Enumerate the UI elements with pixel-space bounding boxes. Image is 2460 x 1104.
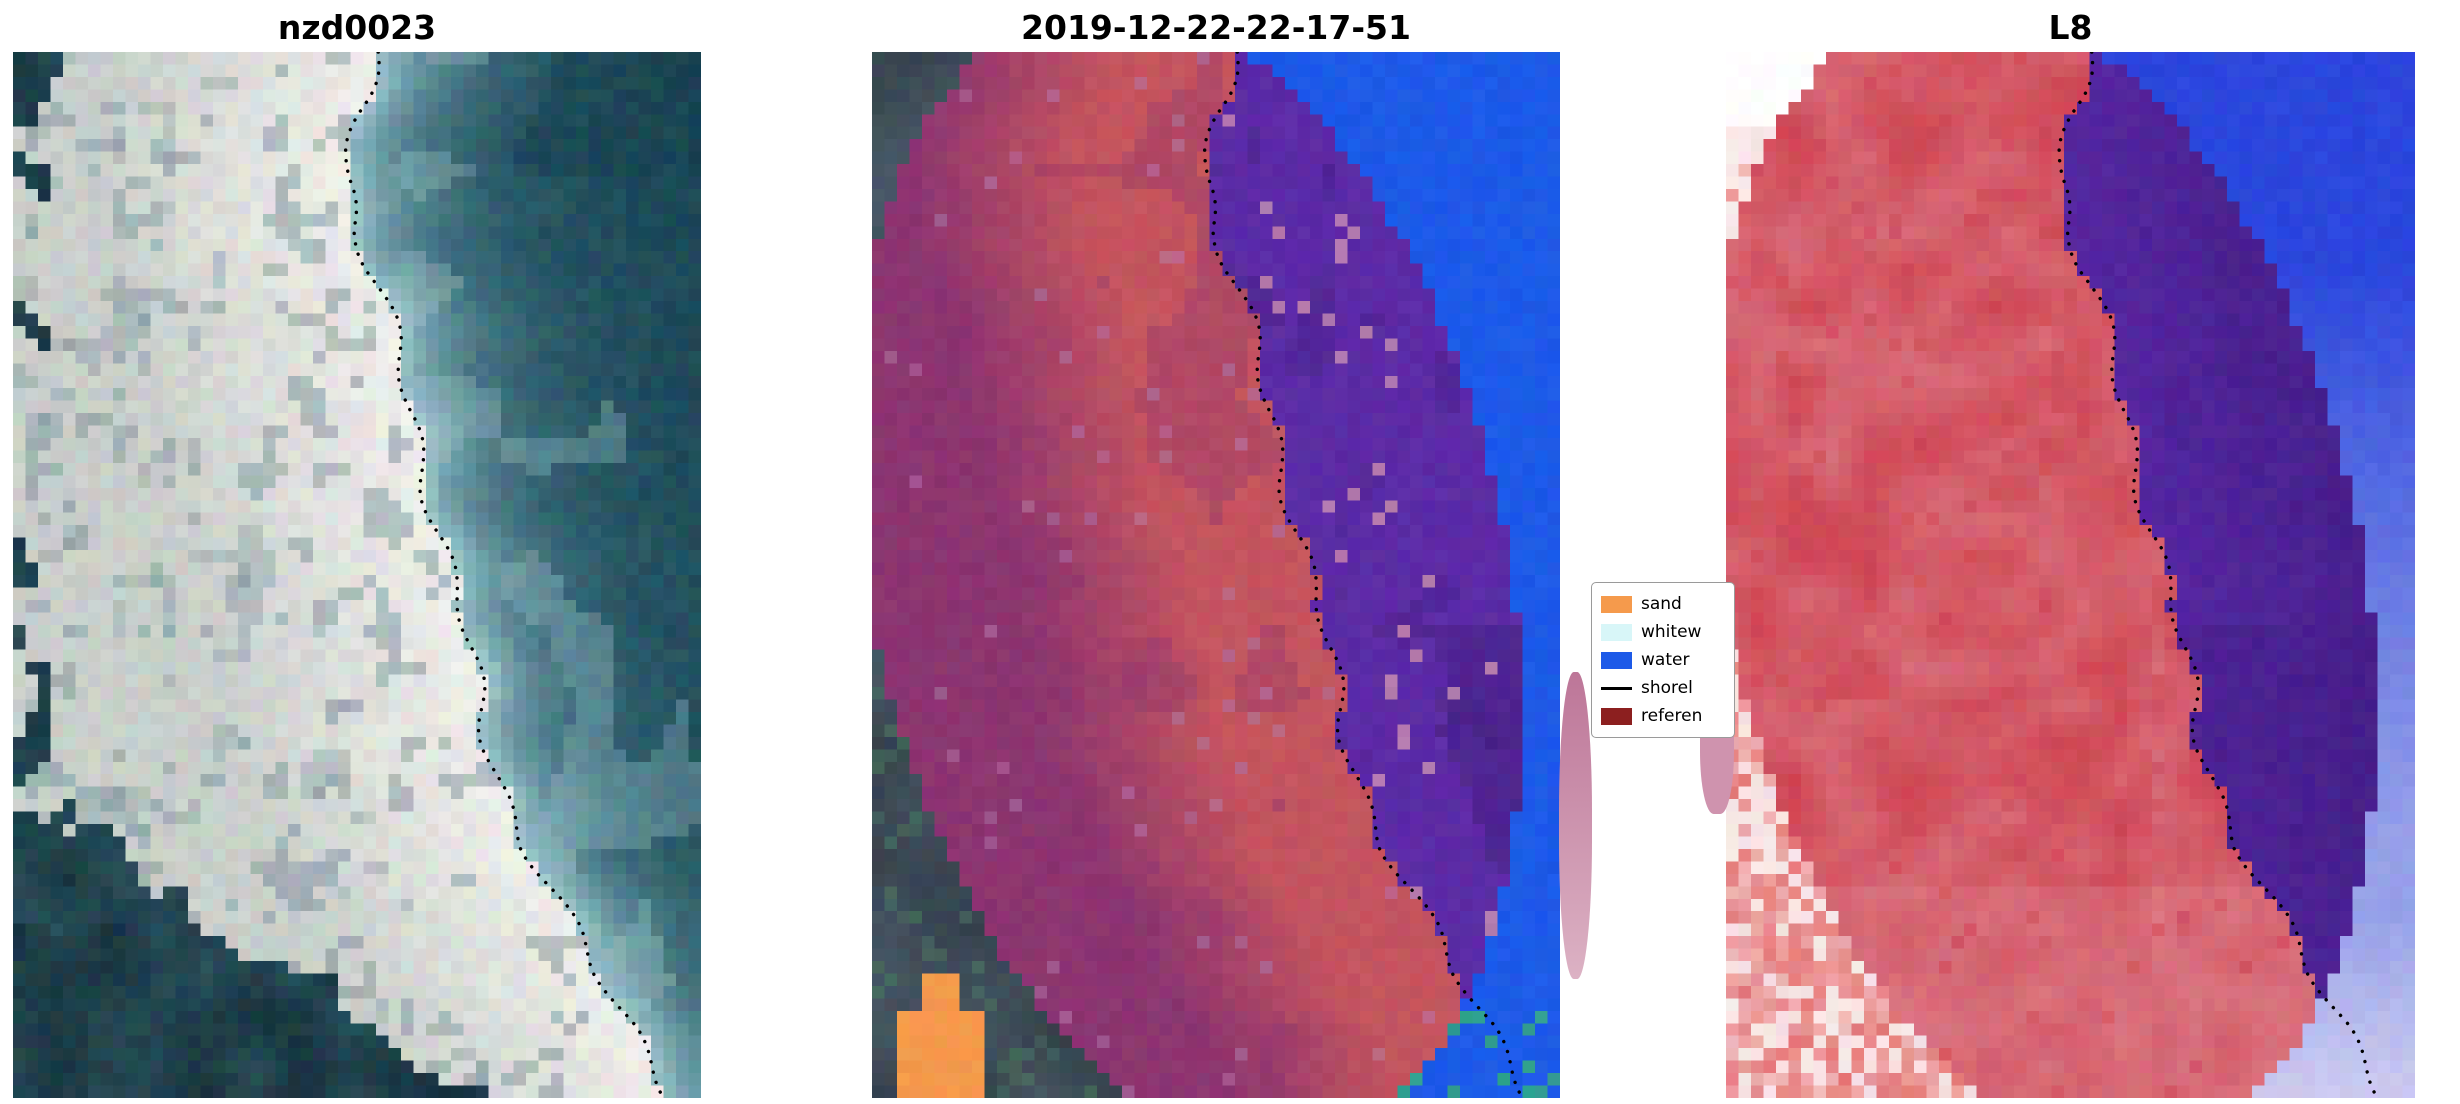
legend-item-shorel: shorel <box>1601 674 1734 702</box>
rgb-image-panel <box>13 52 701 1098</box>
index-image <box>1726 52 2415 1098</box>
classified-image <box>872 52 1560 1098</box>
whitew-swatch <box>1601 623 1632 641</box>
legend-label: whitew <box>1641 622 1702 642</box>
referen-swatch <box>1601 707 1632 725</box>
legend-item-whitew: whitew <box>1601 618 1734 646</box>
legend-item-referen: referen <box>1601 702 1734 730</box>
sand-swatch <box>1601 595 1632 613</box>
legend-label: referen <box>1641 706 1703 726</box>
legend-label: water <box>1641 650 1690 670</box>
panel-title-satellite: L8 <box>2048 8 2093 47</box>
water-swatch <box>1601 651 1632 669</box>
panel-title-sitename: nzd0023 <box>277 8 437 47</box>
shoreline-dots-overlay <box>2057 52 2380 1098</box>
rgb-image <box>13 52 701 1098</box>
legend-label: shorel <box>1641 678 1693 698</box>
legend-item-sand: sand <box>1601 590 1734 618</box>
classified-image-panel <box>872 52 1560 1098</box>
shoreline-dotted-path <box>2057 52 2380 1098</box>
shoreline-dotted-path <box>1202 52 1525 1098</box>
classified-artifact-left <box>1559 672 1592 979</box>
panel-title-date: 2019-12-22-22-17-51 <box>1021 8 1411 47</box>
legend-items: sand whitew water shorel referen <box>1601 590 1734 730</box>
index-image-panel <box>1726 52 2415 1098</box>
legend-label: sand <box>1641 594 1682 614</box>
shoreline-dots-overlay <box>1202 52 1525 1098</box>
shoreline-dotted-path <box>343 52 666 1098</box>
legend-item-water: water <box>1601 646 1734 674</box>
shorel-swatch <box>1601 686 1632 690</box>
shoreline-dots-overlay <box>343 52 666 1098</box>
legend: sand whitew water shorel referen <box>1591 582 1735 738</box>
